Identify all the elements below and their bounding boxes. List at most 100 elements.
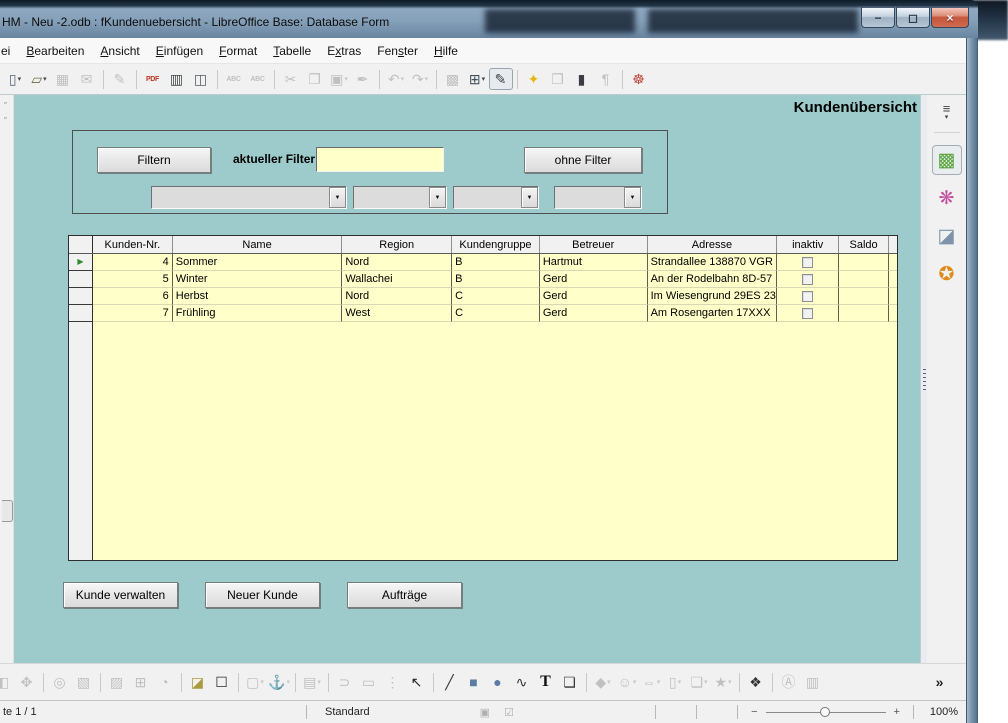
modified-icon[interactable]: ☑ [504, 706, 514, 719]
design-mode-icon[interactable]: ✎ [489, 68, 513, 90]
sidebar-styles-icon[interactable]: ❋ [938, 187, 955, 209]
sidebar-splitter[interactable] [920, 95, 927, 663]
menu-item-fenster[interactable]: Fenster [369, 39, 426, 63]
menu-item-ansicht[interactable]: Ansicht [92, 39, 147, 63]
zoom-slider[interactable]: − + [738, 701, 913, 723]
paste-icon[interactable]: ▣ ▾ [327, 68, 351, 90]
table-row[interactable]: ▶ 4 Sommer Nord B Hartmut Strandallee 13… [69, 254, 897, 271]
menu-item-hilfe[interactable]: Hilfe [426, 39, 466, 63]
row-selector[interactable] [69, 305, 93, 322]
form-control-icon[interactable]: ▨ [105, 671, 129, 693]
block-arrows-icon[interactable]: ⇔ ▾ [639, 671, 663, 693]
cell-adresse[interactable]: Am Rosengarten 17XXX [647, 305, 778, 322]
zoom-track[interactable] [765, 706, 886, 717]
select-icon[interactable]: ↖ [405, 671, 429, 693]
chevron-down-icon[interactable]: ▼ [624, 187, 641, 208]
form-design-icon[interactable]: ◪ [186, 671, 210, 693]
cell-name[interactable]: Winter [172, 271, 343, 288]
filter-combo-3[interactable]: ▼ [453, 186, 539, 209]
undo-icon[interactable]: ↶ ▾ [384, 68, 408, 90]
flowchart-icon[interactable]: ▯ ▾ [663, 671, 687, 693]
menu-item-bearbeiten[interactable]: Bearbeiten [18, 39, 92, 63]
open-icon[interactable]: ▱ ▾ [27, 68, 51, 90]
titlebar[interactable]: HM - Neu -2.odb : fKundenuebersicht - Li… [0, 0, 978, 38]
header-betreuer[interactable]: Betreuer [540, 236, 648, 253]
cell-kundengruppe[interactable]: B [452, 254, 540, 271]
callout-shapes-icon[interactable]: ❏ ▾ [687, 671, 711, 693]
image-from-file-icon[interactable]: ▥ [801, 671, 825, 693]
label-control-icon[interactable]: ▢ ▾ [243, 671, 267, 693]
save-icon[interactable]: ▦ [51, 68, 75, 90]
splitter-grip[interactable] [922, 366, 926, 393]
inaktiv-checkbox[interactable] [802, 273, 814, 285]
cell-adresse[interactable]: An der Rodelbahn 8D-57 [647, 271, 778, 288]
cell-region[interactable]: Wallachei [342, 271, 453, 288]
print-preview-icon[interactable]: ◫ [189, 68, 213, 90]
filter-combo-2[interactable]: ▼ [353, 186, 447, 209]
partial-button[interactable] [2, 500, 13, 522]
ellipse-icon[interactable]: ● [486, 671, 510, 693]
table-row[interactable]: 7 Frühling West C Gerd Am Rosengarten 17… [69, 305, 897, 322]
sidebar-gallery-icon[interactable]: ◪ [937, 225, 956, 247]
form-filter-icon[interactable]: ◔ [153, 671, 177, 693]
fontwork-icon[interactable]: Ⓐ [777, 671, 801, 693]
combo-field[interactable] [354, 187, 429, 208]
export-pdf-icon[interactable]: PDF [141, 68, 165, 90]
insert-mode-icon[interactable]: ▣ [479, 706, 491, 719]
filter-combo-1[interactable]: ▼ [151, 186, 347, 209]
ohne-filter-button[interactable]: ohne Filter [524, 147, 642, 173]
inaktiv-checkbox[interactable] [802, 307, 814, 319]
clone-formatting-icon[interactable]: ✒ [351, 68, 375, 90]
symbol-shapes-icon[interactable]: ☺ ▾ [615, 671, 639, 693]
align-icon[interactable]: ▤ ▾ [300, 671, 324, 693]
formatting-marks-icon[interactable]: ¶ [594, 68, 618, 90]
datasheet-icon[interactable]: ⊞ [129, 671, 153, 693]
rectangle-icon[interactable]: ■ [462, 671, 486, 693]
insert-table-icon[interactable]: ⊞ ▾ [465, 68, 489, 90]
combo-field[interactable] [152, 187, 329, 208]
close-button[interactable]: × [931, 7, 969, 28]
sidebar-settings-icon[interactable]: ≡ ▾ [943, 102, 951, 124]
action-button[interactable]: Neuer Kunde [205, 582, 320, 608]
pages-icon[interactable]: ❐ [546, 68, 570, 90]
cell-kundengruppe[interactable]: B [452, 271, 540, 288]
header-region[interactable]: Region [342, 236, 453, 253]
row-selector[interactable] [69, 271, 93, 288]
cell-region[interactable]: Nord [342, 288, 453, 305]
callout-icon[interactable]: ❏ [558, 671, 582, 693]
cell-kundennr[interactable]: 5 [92, 271, 173, 288]
inaktiv-checkbox[interactable] [802, 290, 814, 302]
redo-icon[interactable]: ↷ ▾ [408, 68, 432, 90]
select-marquee-icon[interactable]: ☐ [210, 671, 234, 693]
print-icon[interactable]: ▥ [165, 68, 189, 90]
filter-input[interactable] [316, 147, 444, 172]
magnet-icon[interactable]: ⊃ [333, 671, 357, 693]
zoom-in-icon[interactable]: + [893, 706, 900, 718]
menu-item-tabelle[interactable]: Tabelle [265, 39, 319, 63]
mail-icon[interactable]: ✉ [75, 68, 99, 90]
chevron-down-icon[interactable]: ▼ [429, 187, 446, 208]
minimize-button[interactable]: − [861, 7, 895, 28]
cell-kundengruppe[interactable]: C [452, 305, 540, 322]
zoom-tool-icon[interactable]: ◎ [48, 671, 72, 693]
combo-field[interactable] [454, 187, 521, 208]
combo-field[interactable] [555, 187, 624, 208]
pan-icon[interactable]: ✥ [15, 671, 39, 693]
chevron-down-icon[interactable]: ▼ [329, 187, 346, 208]
header-adresse[interactable]: Adresse [648, 236, 778, 253]
cell-saldo[interactable] [839, 254, 889, 271]
filtern-button[interactable]: Filtern [97, 147, 211, 173]
zoom-level[interactable]: 100% [929, 706, 958, 718]
cell-kundennr[interactable]: 6 [92, 288, 173, 305]
table-row[interactable]: 6 Herbst Nord C Gerd Im Wiesengrund 29ES… [69, 288, 897, 305]
cell-adresse[interactable]: Strandallee 138870 VGR [647, 254, 778, 271]
cell-betreuer[interactable]: Hartmut [539, 254, 648, 271]
cut-icon[interactable]: ✂ [279, 68, 303, 90]
sidebar-properties-icon[interactable]: ▩ [931, 145, 962, 175]
image-tool-icon[interactable]: ▧ [72, 671, 96, 693]
new-document-icon[interactable]: ▯ ▾ [3, 68, 27, 90]
cell-betreuer[interactable]: Gerd [539, 271, 648, 288]
control-properties-icon[interactable]: ▮ [570, 68, 594, 90]
auto-spellcheck-icon[interactable]: ABC [246, 68, 270, 90]
edit-file-icon[interactable]: ✎ [108, 68, 132, 90]
